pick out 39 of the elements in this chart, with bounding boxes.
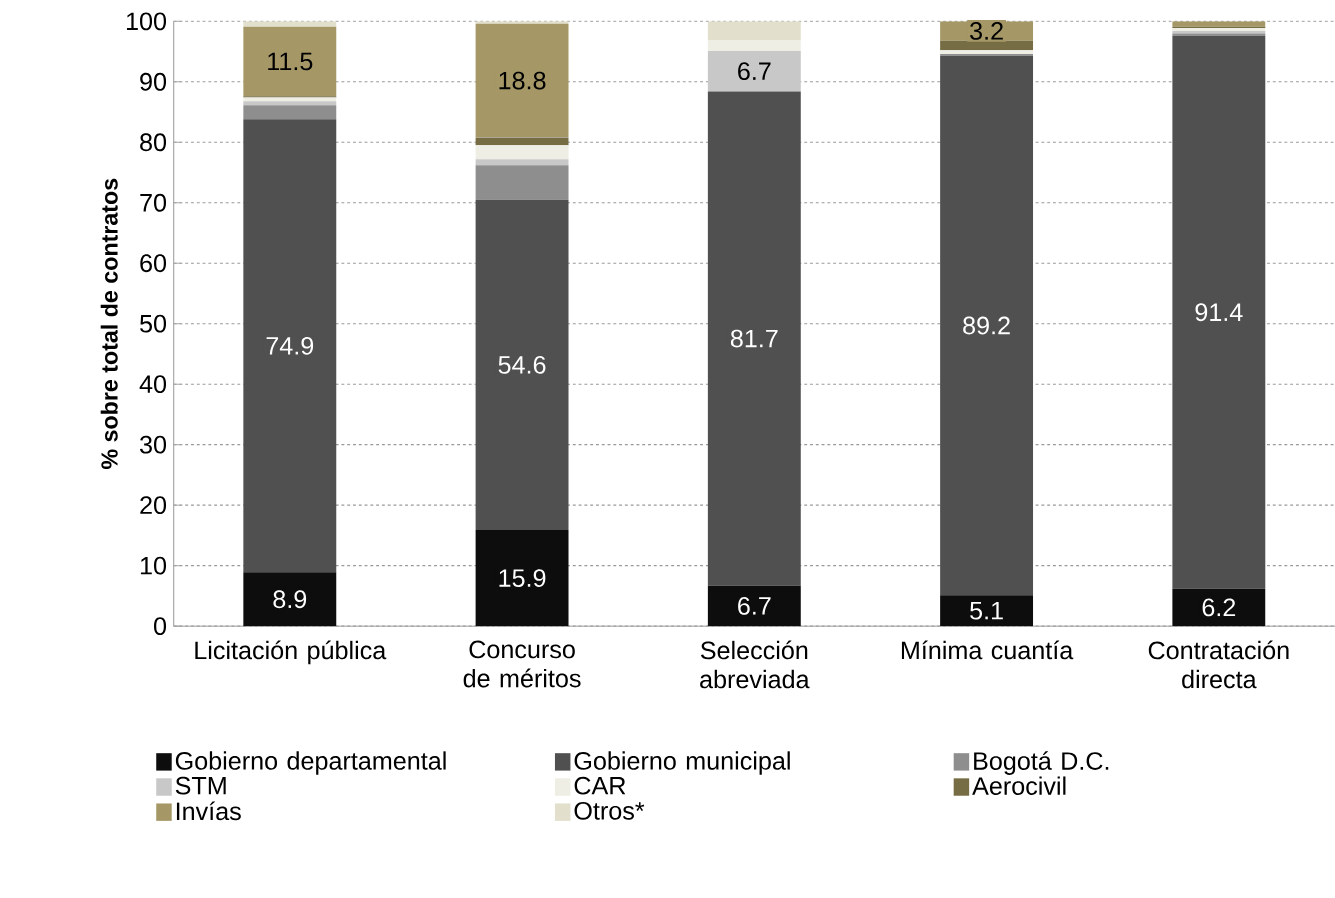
data-label: 91.4 (1195, 303, 1243, 322)
x-tick-label: Concurso de méritos (463, 640, 581, 688)
x-tick-label: Selección abreviada (700, 640, 810, 689)
data-label: 81.7 (730, 329, 778, 348)
y-tick-label: 10 (140, 556, 167, 575)
x-tick-label: Contratación directa (1148, 640, 1289, 689)
y-axis-title: % sobre total de contratos (100, 178, 118, 469)
data-label: 54.6 (498, 355, 546, 374)
data-label: 15.9 (499, 569, 546, 587)
legend-label: Gobierno municipal (574, 751, 790, 775)
legend-label: Aerocivil (972, 776, 1066, 795)
y-tick-label: 70 (140, 193, 167, 212)
legend-label: Otros* (574, 801, 645, 820)
y-tick-label: 100 (126, 12, 167, 31)
x-tick-label: Licitación pública (195, 640, 387, 665)
x-tick-label: Mínima cuantía (901, 640, 1074, 660)
y-tick-label: 60 (140, 254, 167, 273)
data-label: 11.5 (268, 52, 313, 71)
y-tick-label: 30 (139, 435, 167, 454)
y-tick-label: 90 (140, 72, 167, 91)
data-label: 8.9 (273, 590, 307, 609)
data-label: 74.9 (266, 336, 314, 355)
data-label: 6.7 (738, 62, 771, 81)
data-label: 89.2 (963, 316, 1010, 335)
data-label: 18.8 (499, 71, 546, 90)
y-tick-label: 40 (139, 375, 167, 394)
y-tick-label: 0 (154, 617, 167, 636)
legend-label: Gobierno departamental (175, 751, 446, 775)
y-tick-label: 80 (140, 133, 167, 152)
y-tick-label: 50 (140, 314, 167, 333)
legend-label: Bogotá D.C. (974, 751, 1109, 775)
data-label: 3.2 (970, 22, 1003, 40)
legend-label: CAR (574, 776, 626, 795)
data-label: 6.2 (1202, 598, 1236, 617)
data-label: 5.1 (970, 601, 1003, 620)
y-tick-label: 20 (140, 496, 167, 515)
data-label: 6.7 (738, 596, 771, 615)
legend-label: Invías (176, 801, 241, 821)
legend-label: STM (175, 776, 226, 795)
